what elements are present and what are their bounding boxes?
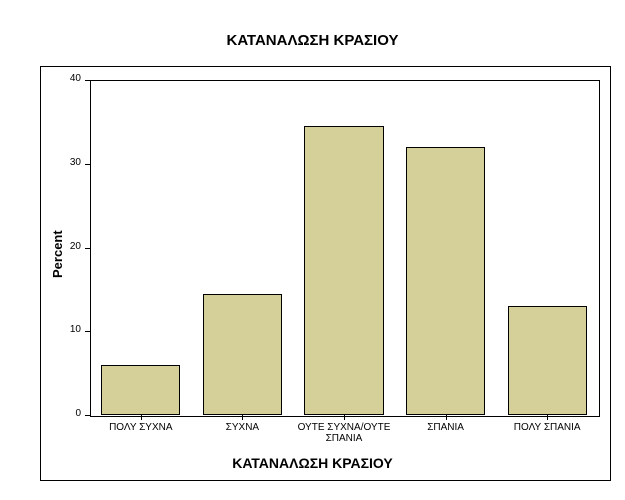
y-tick-mark — [85, 415, 90, 416]
x-tick-mark — [141, 415, 142, 420]
y-tick-label: 40 — [55, 73, 81, 84]
x-tick-mark — [446, 415, 447, 420]
x-tick-label: ΠΟΛΥ ΣΥΧΝΑ — [90, 422, 192, 433]
bar-chart: ΚΑΤΑΝΑΛΩΣΗ ΚΡΑΣΙΟΥ Percent ΚΑΤΑΝΑΛΩΣΗ ΚΡ… — [0, 0, 625, 500]
bar — [101, 365, 180, 415]
y-tick-mark — [85, 331, 90, 332]
bar — [304, 126, 383, 415]
y-tick-label: 10 — [55, 324, 81, 335]
bar — [406, 147, 485, 415]
bar — [203, 294, 282, 415]
x-tick-label: ΠΟΛΥ ΣΠΑΝΙΑ — [496, 422, 598, 433]
x-axis-label: ΚΑΤΑΝΑΛΩΣΗ ΚΡΑΣΙΟΥ — [0, 455, 625, 471]
x-tick-mark — [242, 415, 243, 420]
y-axis-label: Percent — [50, 230, 65, 278]
bar — [508, 306, 587, 415]
y-tick-mark — [85, 248, 90, 249]
x-tick-label: ΣΥΧΝΑ — [192, 422, 294, 433]
x-tick-mark — [344, 415, 345, 420]
x-tick-label: ΟΥΤΕ ΣΥΧΝΑ/ΟΥΤΕ ΣΠΑΝΙΑ — [293, 422, 395, 444]
x-tick-label: ΣΠΑΝΙΑ — [395, 422, 497, 433]
y-tick-mark — [85, 80, 90, 81]
y-tick-mark — [85, 164, 90, 165]
x-tick-mark — [547, 415, 548, 420]
y-tick-label: 30 — [55, 157, 81, 168]
y-tick-label: 20 — [55, 241, 81, 252]
chart-title: ΚΑΤΑΝΑΛΩΣΗ ΚΡΑΣΙΟΥ — [0, 32, 625, 49]
y-tick-label: 0 — [55, 408, 81, 419]
